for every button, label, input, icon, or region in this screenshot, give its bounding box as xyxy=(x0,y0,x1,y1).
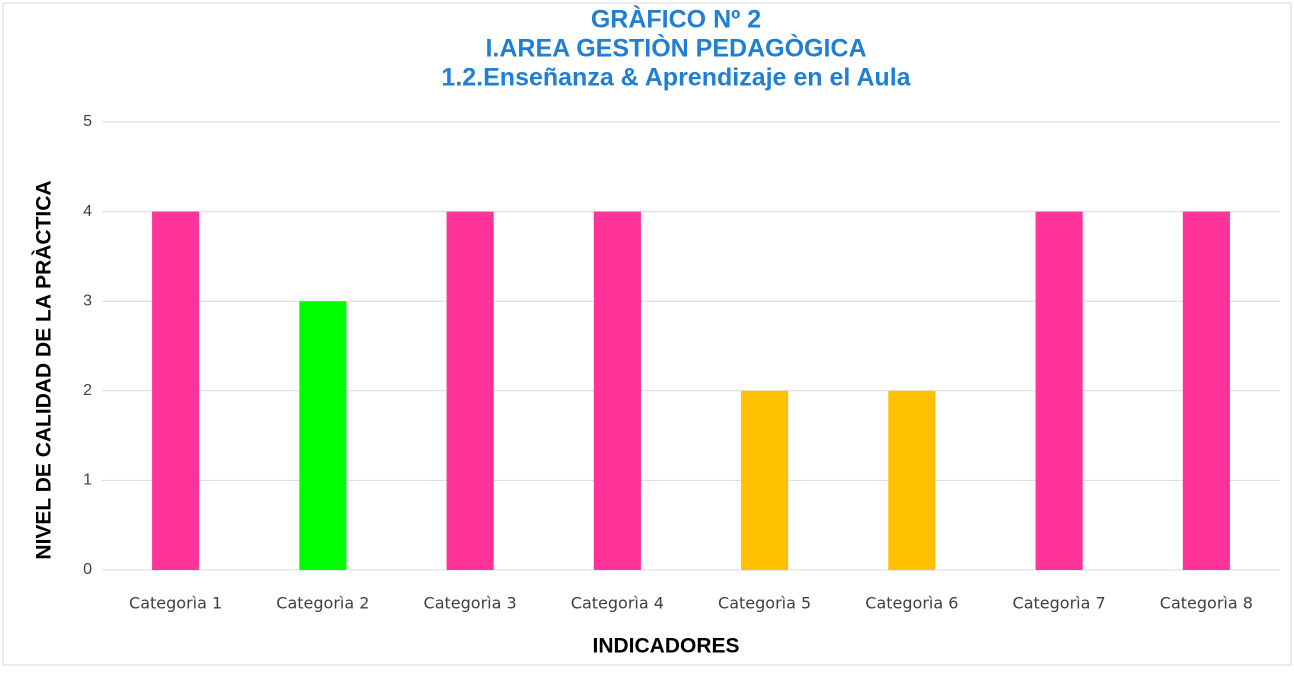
x-tick-label: Categorìa 5 xyxy=(718,594,811,613)
bar xyxy=(888,390,936,570)
bar xyxy=(741,390,789,570)
x-tick-label: Categorìa 6 xyxy=(865,594,958,613)
x-tick-label: Categorìa 8 xyxy=(1160,594,1253,613)
x-axis-title: INDICADORES xyxy=(592,635,739,658)
x-tick-label: Categorìa 7 xyxy=(1013,594,1106,613)
chart-title: I.AREA GESTIÒN PEDAGÒGICA xyxy=(485,33,866,63)
y-tick-label: 0 xyxy=(83,561,92,578)
bar xyxy=(1182,211,1230,570)
bar xyxy=(299,301,347,570)
x-tick-label: Categorìa 1 xyxy=(129,594,222,613)
y-tick-label: 4 xyxy=(83,203,92,220)
bar xyxy=(446,211,494,570)
y-tick-label: 3 xyxy=(83,292,92,309)
x-tick-label: Categorìa 4 xyxy=(571,594,664,613)
y-tick-label: 2 xyxy=(83,382,92,399)
bar xyxy=(152,211,200,570)
y-tick-label: 5 xyxy=(83,113,92,130)
x-tick-label: Categorìa 2 xyxy=(276,594,369,613)
chart-title: GRÀFICO Nº 2 xyxy=(591,5,761,34)
y-tick-label: 1 xyxy=(83,472,92,489)
bar xyxy=(593,211,641,570)
bar xyxy=(1035,211,1083,570)
chart-title: 1.2.Enseñanza & Aprendizaje en el Aula xyxy=(441,64,911,92)
x-tick-label: Categorìa 3 xyxy=(424,594,517,613)
y-axis-title: NIVEL DE CALIDAD DE LA PRÀCTICA xyxy=(33,180,56,559)
